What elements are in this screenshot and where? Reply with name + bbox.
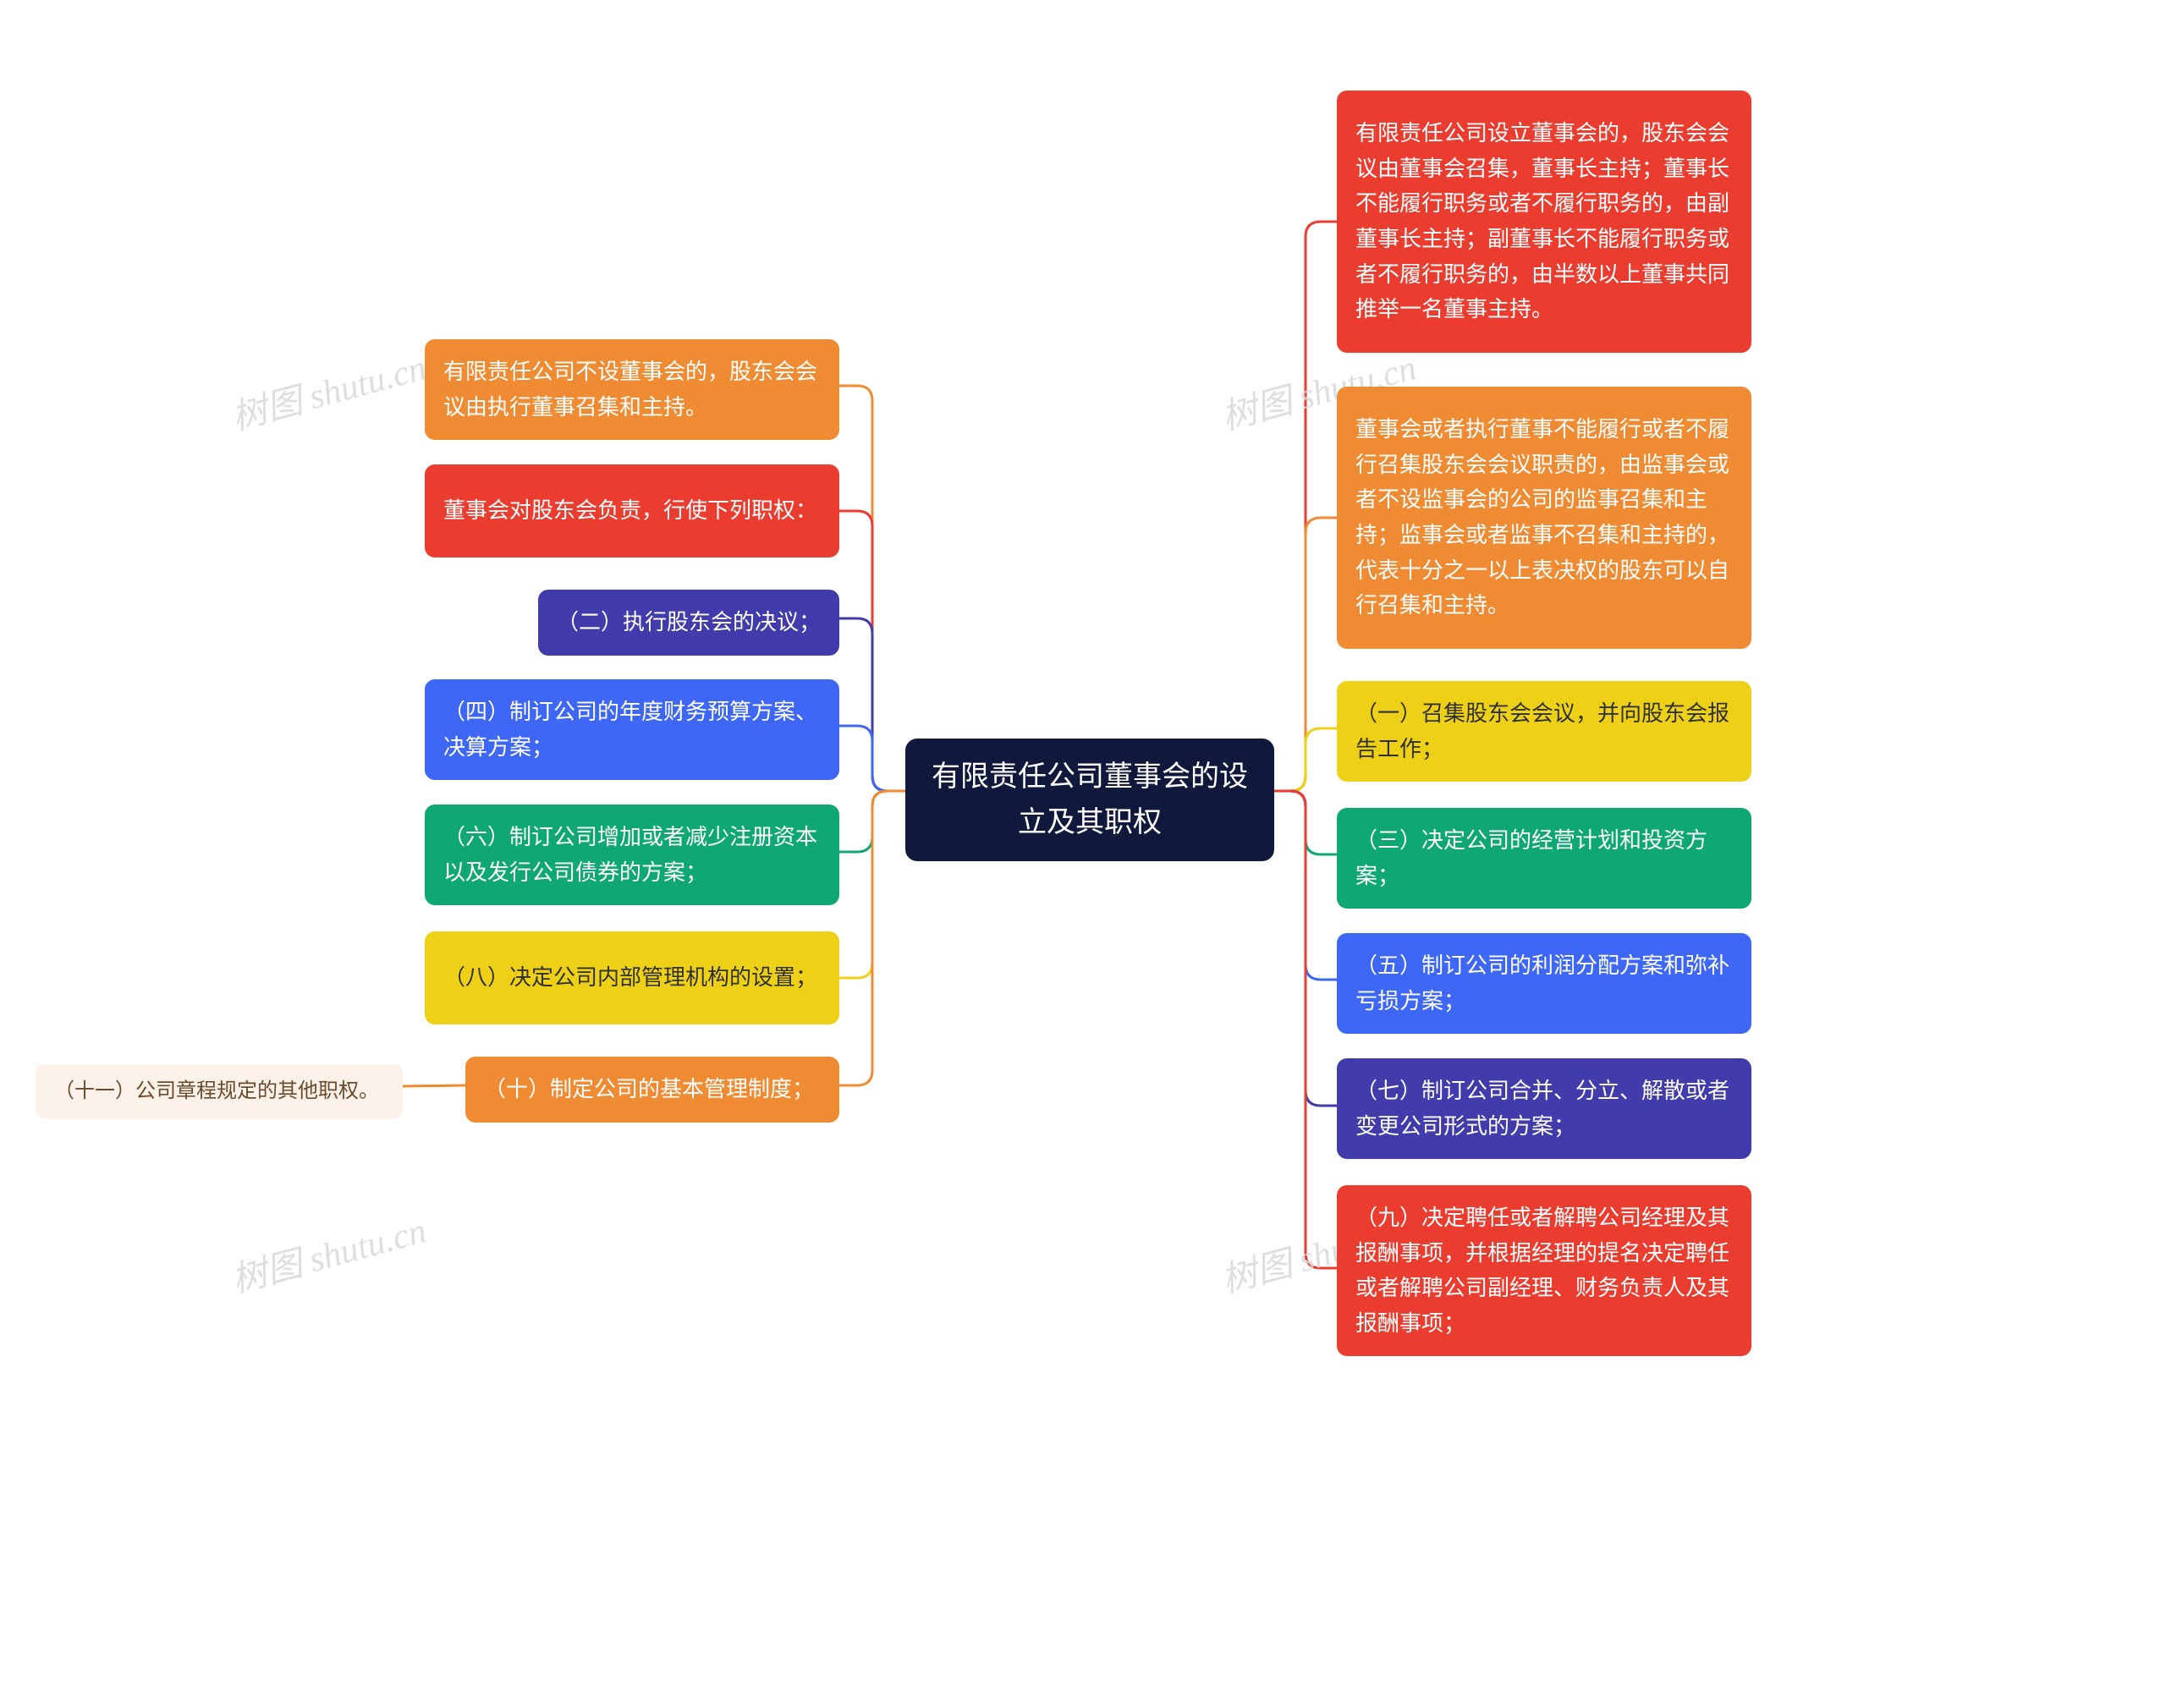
right-node-4: （三）决定公司的经营计划和投资方案； xyxy=(1337,808,1751,909)
right-node-6: （七）制订公司合并、分立、解散或者变更公司形式的方案； xyxy=(1337,1058,1751,1159)
left-node-4: （四）制订公司的年度财务预算方案、决算方案； xyxy=(425,679,839,780)
center-node: 有限责任公司董事会的设立及其职权 xyxy=(905,739,1274,861)
watermark: 树图 shutu.cn xyxy=(225,1202,431,1304)
right-node-1: 有限责任公司设立董事会的，股东会会议由董事会召集，董事长主持；董事长不能履行职务… xyxy=(1337,91,1751,353)
left-node-6: （八）决定公司内部管理机构的设置； xyxy=(425,931,839,1024)
right-node-3: （一）召集股东会会议，并向股东会报告工作； xyxy=(1337,681,1751,782)
left-node-1: 有限责任公司不设董事会的，股东会会议由执行董事召集和主持。 xyxy=(425,339,839,440)
right-node-7: （九）决定聘任或者解聘公司经理及其报酬事项，并根据经理的提名决定聘任或者解聘公司… xyxy=(1337,1185,1751,1356)
left-node-2: 董事会对股东会负责，行使下列职权： xyxy=(425,464,839,557)
right-node-5: （五）制订公司的利润分配方案和弥补亏损方案； xyxy=(1337,933,1751,1034)
watermark: 树图 shutu.cn xyxy=(225,339,431,441)
left-node-7: （十）制定公司的基本管理制度； xyxy=(465,1057,839,1123)
left-node-3: （二）执行股东会的决议； xyxy=(538,590,839,656)
left-leaf-11: （十一）公司章程规定的其他职权。 xyxy=(36,1064,403,1118)
left-node-5: （六）制订公司增加或者减少注册资本以及发行公司债券的方案； xyxy=(425,805,839,905)
right-node-2: 董事会或者执行董事不能履行或者不履行召集股东会会议职责的，由监事会或者不设监事会… xyxy=(1337,387,1751,649)
